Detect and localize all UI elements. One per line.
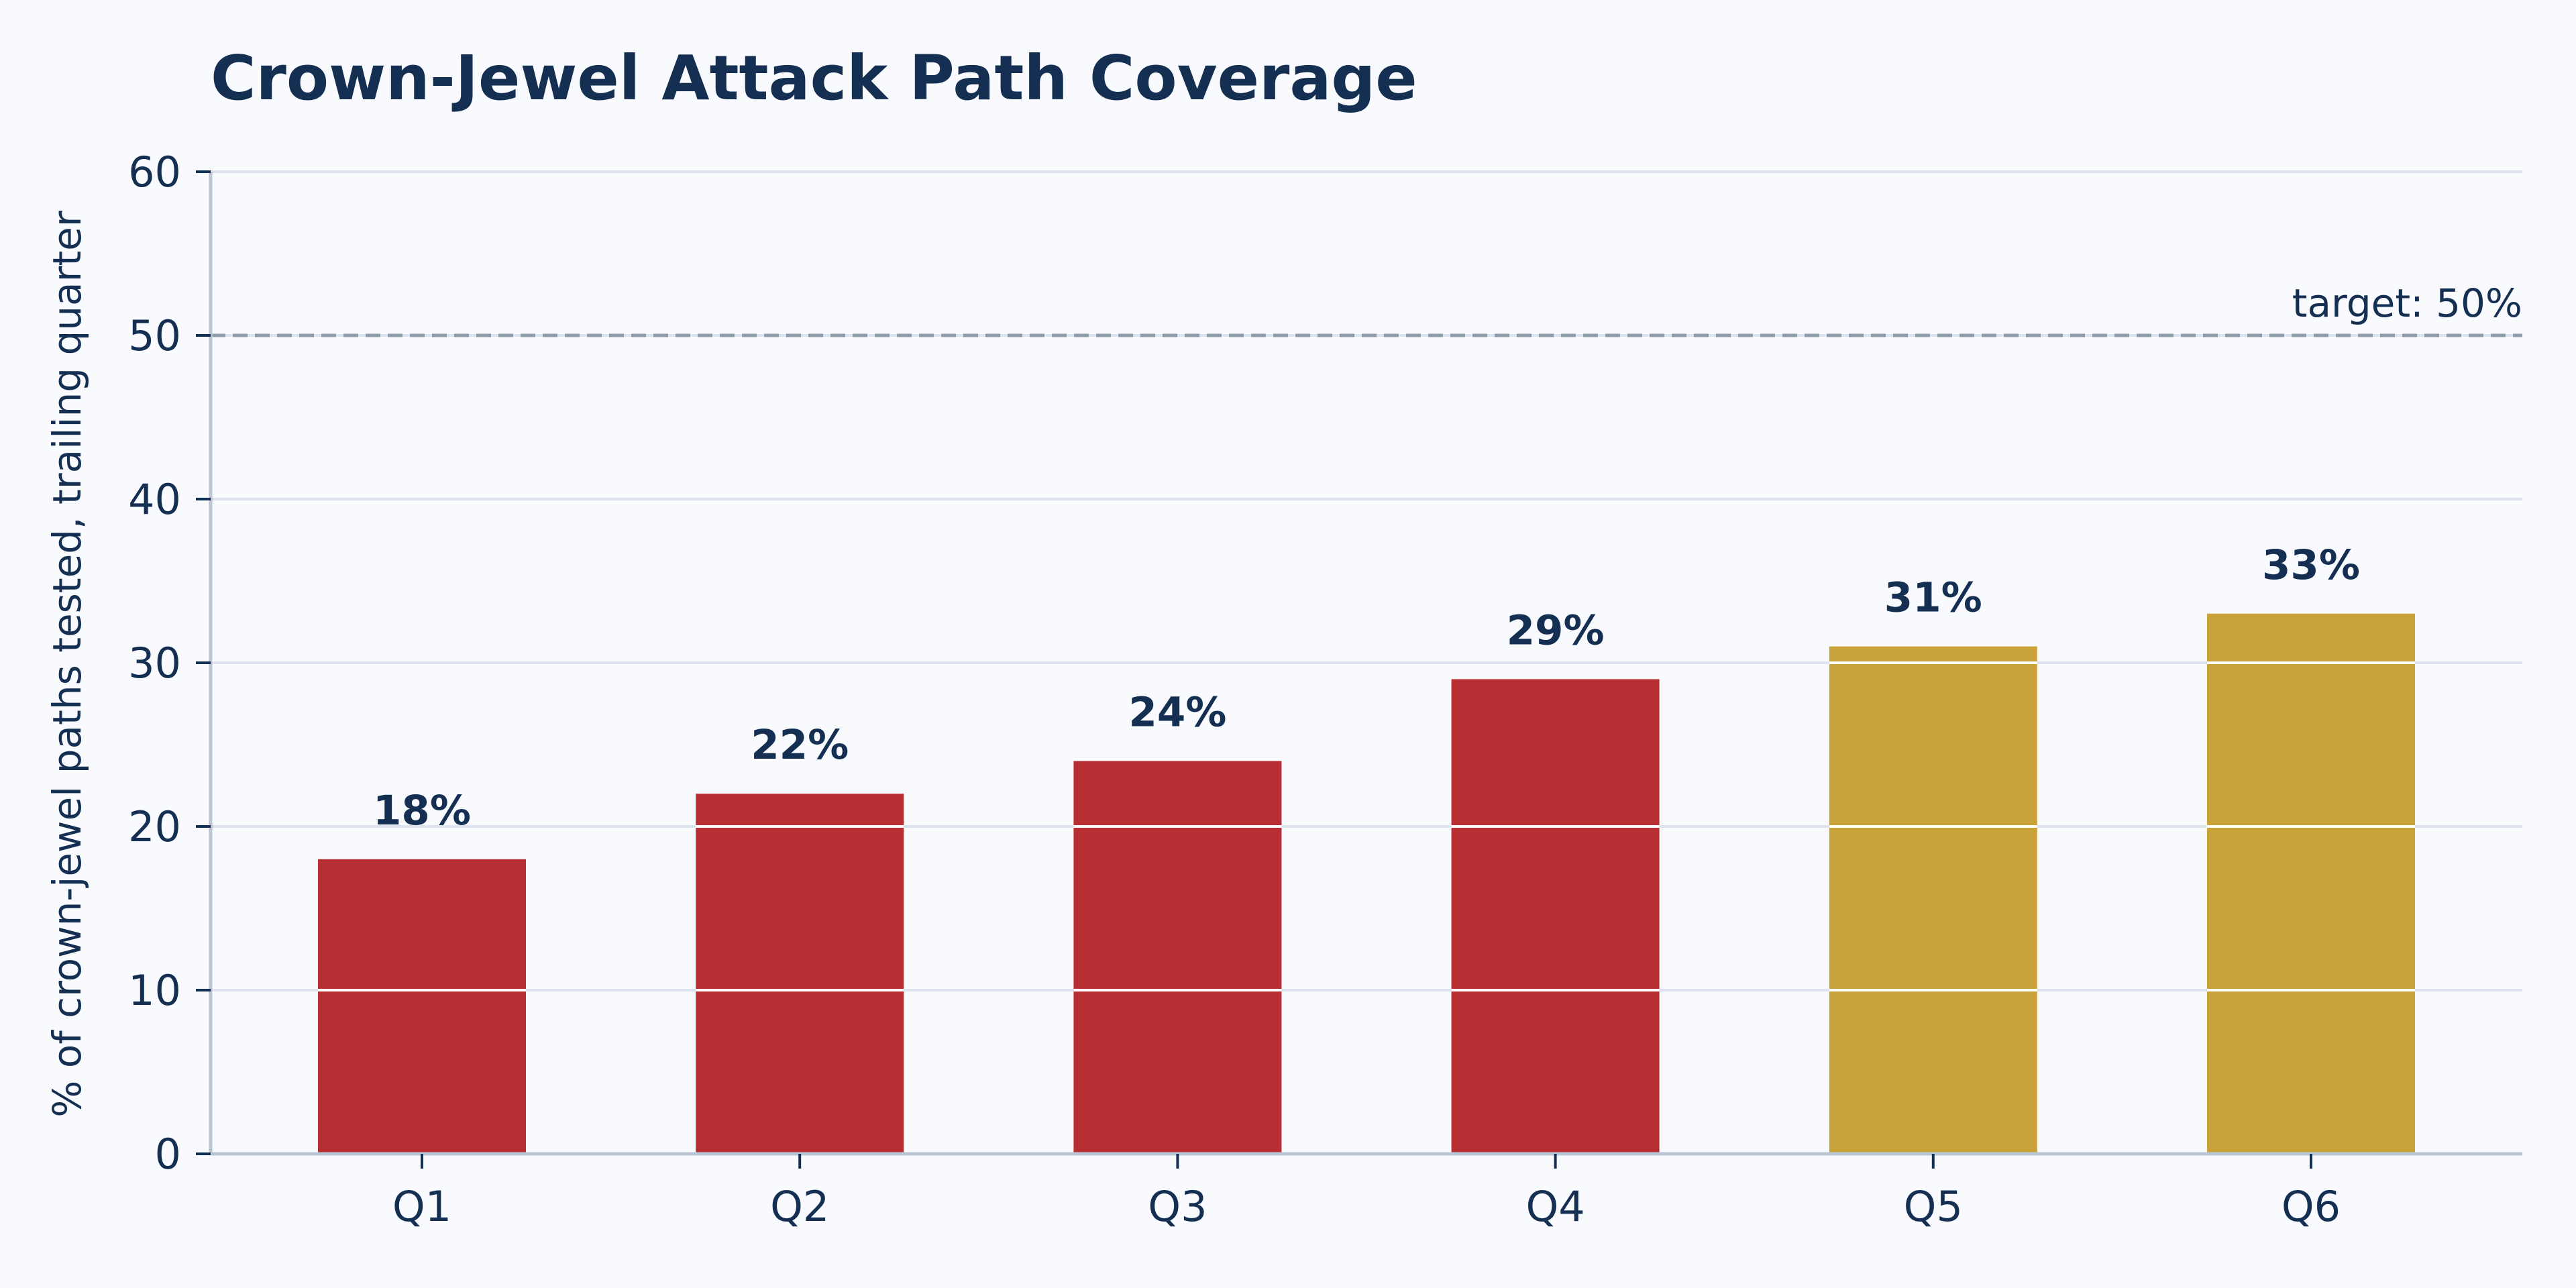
bar-q6 (2207, 613, 2415, 1154)
bar-q4 (1451, 679, 1660, 1154)
chart-title: Crown-Jewel Attack Path Coverage (211, 42, 1417, 114)
bar-q2 (696, 794, 904, 1154)
x-axis-ticks: Q1 Q2 Q3 Q4 Q5 Q6 (392, 1154, 2341, 1231)
y-tick-label: 20 (128, 802, 181, 851)
target-reference: target: 50% (211, 280, 2522, 337)
x-tick-label-q1: Q1 (392, 1182, 451, 1231)
x-tick-label-q2: Q2 (770, 1182, 829, 1231)
data-label-q4: 29% (1507, 606, 1605, 654)
y-tick-label: 40 (128, 475, 181, 524)
y-tick-label: 50 (128, 311, 181, 360)
x-tick-label-q3: Q3 (1148, 1182, 1207, 1231)
data-label-q2: 22% (751, 721, 849, 769)
data-label-q3: 24% (1128, 688, 1226, 736)
bars (318, 613, 2415, 1154)
x-tick-label-q4: Q4 (1525, 1182, 1585, 1231)
gridlines (211, 170, 2522, 991)
data-label-q6: 33% (2262, 541, 2360, 589)
y-tick-label: 60 (128, 148, 181, 197)
bar-q3 (1073, 761, 1282, 1154)
data-labels: 18% 22% 24% 29% 31% 33% (373, 541, 2360, 835)
bar-q5 (1829, 646, 2037, 1154)
data-label-q1: 18% (373, 787, 471, 835)
x-tick-label-q6: Q6 (2282, 1182, 2341, 1231)
bar-gridline-overlays (318, 661, 2415, 991)
bar-q1 (318, 859, 526, 1154)
y-tick-label: 0 (155, 1130, 181, 1179)
y-tick-label: 30 (128, 639, 181, 688)
target-label: target: 50% (2292, 280, 2522, 326)
y-axis-ticks: 0 10 20 30 40 50 60 (128, 148, 211, 1179)
y-axis-label: % of crown-jewel paths tested, trailing … (44, 211, 90, 1118)
x-tick-label-q5: Q5 (1904, 1182, 1963, 1231)
y-tick-label: 10 (128, 966, 181, 1015)
data-label-q5: 31% (1884, 574, 1982, 622)
